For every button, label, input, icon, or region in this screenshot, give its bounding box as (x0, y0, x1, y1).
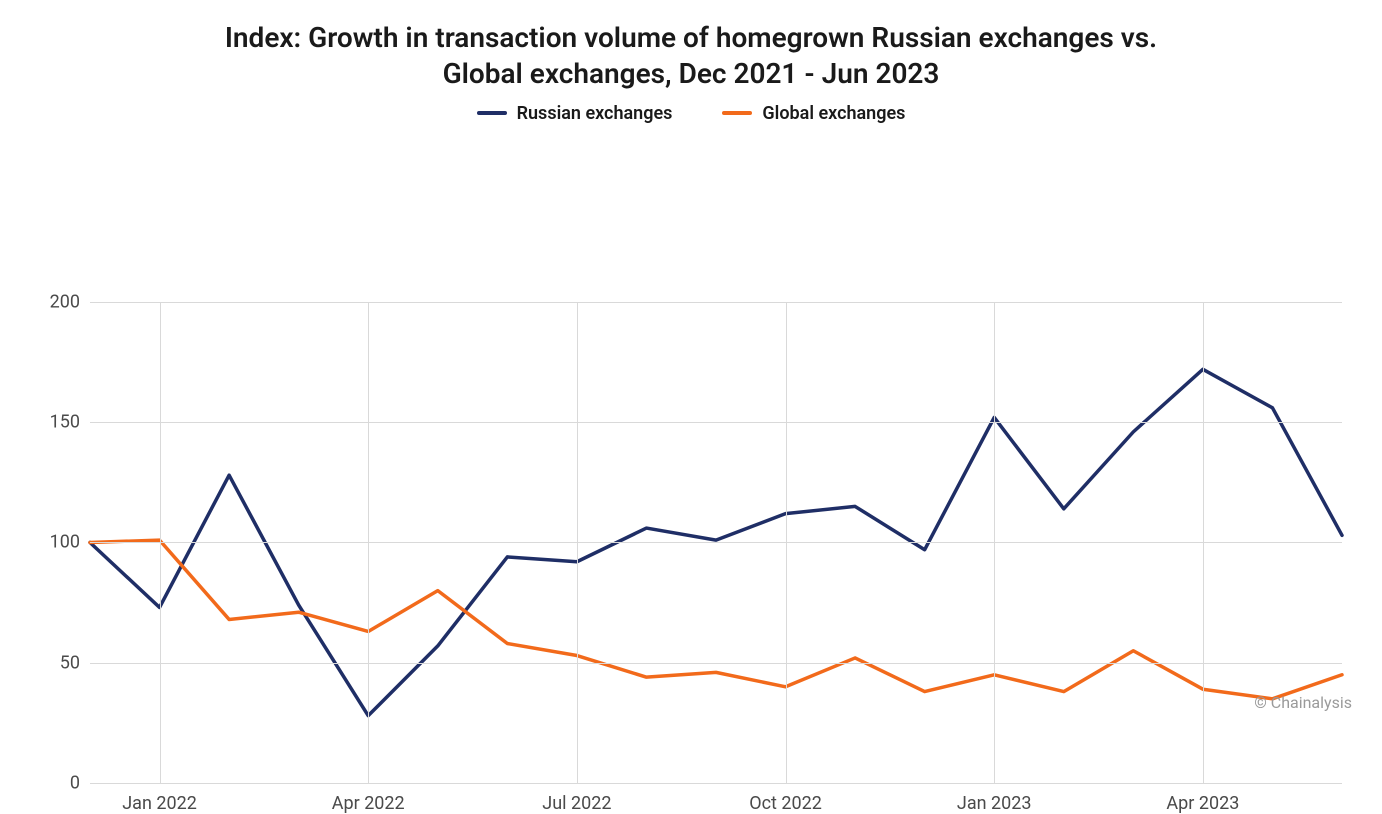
gridline-vertical (368, 302, 369, 783)
y-axis-tick: 150 (50, 412, 90, 433)
x-axis-tick: Jul 2022 (542, 783, 611, 814)
legend-item-russian: Russian exchanges (477, 103, 673, 124)
title-line-1: Index: Growth in transaction volume of h… (225, 21, 1157, 54)
y-axis-tick: 50 (60, 652, 90, 673)
gridline-vertical (786, 302, 787, 783)
gridline-vertical (160, 302, 161, 783)
legend-item-global: Global exchanges (722, 103, 905, 124)
chart-title: Index: Growth in transaction volume of h… (0, 0, 1382, 99)
y-axis-tick: 100 (50, 532, 90, 553)
plot-area: 050100150200Jan 2022Apr 2022Jul 2022Oct … (90, 302, 1342, 783)
gridline-vertical (1203, 302, 1204, 783)
gridline-horizontal (90, 302, 1342, 303)
gridline-horizontal (90, 663, 1342, 664)
x-axis-tick: Apr 2023 (1166, 783, 1239, 814)
legend-label: Global exchanges (762, 103, 905, 124)
y-axis-tick: 0 (70, 772, 90, 793)
gridline-vertical (577, 302, 578, 783)
gridline-vertical (994, 302, 995, 783)
legend-swatch (477, 111, 507, 115)
x-axis-tick: Jan 2022 (122, 783, 197, 814)
gridline-horizontal (90, 542, 1342, 543)
legend: Russian exchanges Global exchanges (0, 103, 1382, 124)
legend-label: Russian exchanges (517, 103, 673, 124)
chart-container: Index: Growth in transaction volume of h… (0, 0, 1382, 726)
title-line-2: Global exchanges, Dec 2021 - Jun 2023 (443, 57, 940, 90)
x-axis-tick: Oct 2022 (749, 783, 822, 814)
y-axis-tick: 200 (50, 291, 90, 312)
attribution: © Chainalysis (1254, 693, 1352, 712)
gridline-horizontal (90, 783, 1342, 784)
x-axis-tick: Apr 2022 (332, 783, 405, 814)
legend-swatch (722, 111, 752, 115)
gridline-horizontal (90, 422, 1342, 423)
x-axis-tick: Jan 2023 (957, 783, 1032, 814)
